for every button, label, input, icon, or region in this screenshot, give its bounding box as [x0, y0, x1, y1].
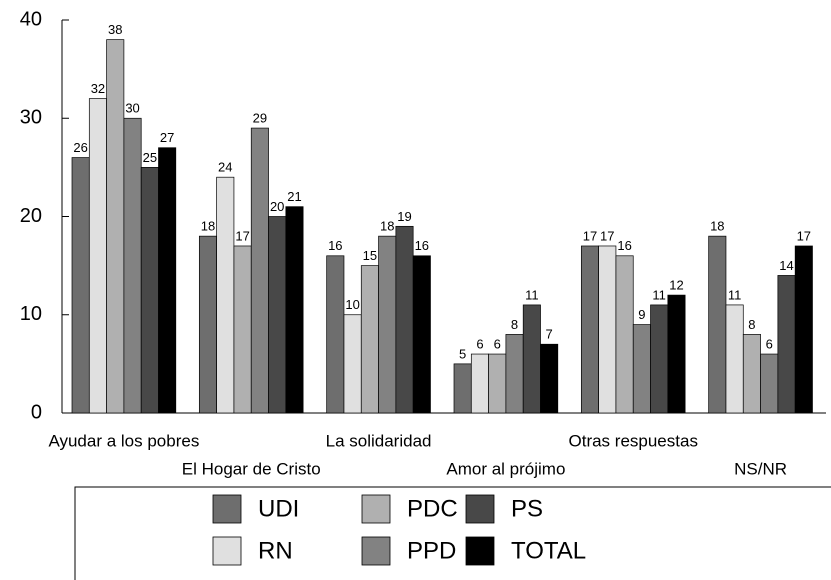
bar	[742, 334, 761, 414]
data-label: 38	[108, 22, 122, 37]
data-label: 14	[779, 258, 793, 273]
data-label: 7	[546, 327, 553, 342]
legend-swatch	[212, 536, 242, 566]
data-label: 32	[91, 81, 105, 96]
bar	[632, 324, 651, 414]
legend-label: UDI	[258, 495, 299, 522]
bar	[123, 117, 142, 414]
legend-swatch	[361, 536, 391, 566]
bar	[106, 39, 125, 414]
data-label: 11	[728, 287, 742, 302]
bar	[360, 265, 379, 414]
legend-label: PS	[511, 495, 543, 522]
bar	[615, 255, 634, 414]
bar	[216, 176, 235, 414]
data-label: 21	[287, 189, 301, 204]
x-tick-label: Ayudar a los pobres	[48, 431, 199, 450]
legend-swatch	[465, 494, 495, 524]
data-label: 29	[253, 111, 267, 126]
bar	[725, 304, 744, 414]
data-label: 20	[270, 199, 284, 214]
x-tick-label: Amor al prójimo	[446, 459, 565, 478]
data-label: 24	[218, 160, 232, 175]
x-tick-label: El Hogar de Cristo	[182, 459, 321, 478]
legend-label: RN	[258, 537, 293, 564]
data-label: 11	[652, 287, 666, 302]
data-label: 10	[345, 297, 359, 312]
data-label: 17	[600, 228, 614, 243]
data-label: 16	[415, 238, 429, 253]
bar	[250, 127, 269, 414]
data-label: 17	[235, 228, 249, 243]
data-label: 5	[459, 346, 466, 361]
y-tick-label: 0	[31, 401, 42, 423]
bar	[760, 353, 779, 414]
data-label: 11	[525, 287, 539, 302]
bar	[378, 235, 397, 414]
data-label: 9	[638, 307, 645, 322]
bar	[794, 245, 813, 414]
bar	[453, 363, 472, 414]
data-label: 27	[160, 130, 174, 145]
bar	[395, 225, 414, 414]
data-label: 8	[511, 317, 518, 332]
legend-label: PDC	[407, 495, 458, 522]
bar	[326, 255, 345, 414]
data-label: 30	[125, 101, 139, 116]
x-tick-label: Otras respuestas	[569, 431, 698, 450]
bar	[343, 314, 362, 414]
bar	[488, 353, 507, 414]
bar	[198, 235, 217, 414]
legend-swatch	[212, 494, 242, 524]
bar	[71, 157, 90, 414]
data-label: 16	[617, 238, 631, 253]
bar	[412, 255, 431, 414]
data-label: 26	[73, 140, 87, 155]
data-label: 17	[583, 228, 597, 243]
bar	[268, 216, 287, 414]
bar	[708, 235, 727, 414]
data-label: 18	[380, 219, 394, 234]
data-label: 25	[143, 150, 157, 165]
legend-label: PPD	[407, 537, 456, 564]
data-label: 6	[476, 336, 483, 351]
data-label: 18	[201, 219, 215, 234]
legend-swatch	[465, 536, 495, 566]
data-label: 16	[328, 238, 342, 253]
legend-label: TOTAL	[511, 537, 586, 564]
legend-swatch	[361, 494, 391, 524]
bar	[140, 167, 159, 414]
bar	[667, 294, 686, 414]
data-label: 12	[669, 278, 683, 293]
bar	[650, 304, 669, 414]
bar	[522, 304, 541, 414]
legend-box	[74, 486, 831, 580]
bar	[233, 245, 252, 414]
bar	[598, 245, 617, 414]
bar	[285, 206, 304, 414]
data-label: 19	[397, 209, 411, 224]
bar	[470, 353, 489, 414]
y-tick-label: 20	[20, 205, 42, 227]
x-tick-label: NS/NR	[734, 459, 787, 478]
bar	[580, 245, 599, 414]
bar	[540, 343, 559, 414]
bar	[88, 98, 107, 414]
bar	[505, 334, 524, 414]
data-label: 6	[766, 336, 773, 351]
y-tick-label: 40	[20, 8, 42, 30]
bar	[777, 275, 796, 414]
data-label: 18	[710, 219, 724, 234]
bar	[158, 147, 177, 414]
data-label: 15	[363, 248, 377, 263]
data-label: 6	[494, 336, 501, 351]
x-tick-label: La solidaridad	[326, 431, 432, 450]
data-label: 8	[748, 317, 755, 332]
y-tick-label: 30	[20, 107, 42, 129]
y-tick-label: 10	[20, 303, 42, 325]
data-label: 17	[797, 228, 811, 243]
